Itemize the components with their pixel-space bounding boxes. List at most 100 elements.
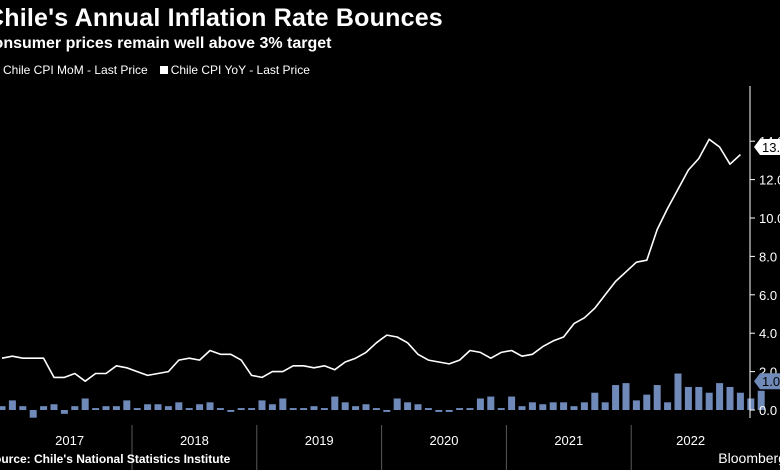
y-tick-label-12.0: 12.0 [759,173,780,188]
x-tick-label-2022: 2022 [676,433,705,448]
mom-bar [622,383,630,410]
mom-bar [352,406,360,410]
mom-bar [29,410,37,418]
yoy-last-value-tag [754,138,780,155]
mom-bar [591,392,599,410]
mom-bar [50,404,58,410]
mom-bar [383,410,391,412]
mom-bar [175,402,183,410]
x-tick-label-2018: 2018 [180,433,209,448]
yoy-last-value-tag-label: 13.7 [762,140,780,155]
mom-bar [632,400,640,410]
mom-bar [60,410,68,414]
chart-subtitle: Consumer prices remain well above 3% tar… [0,35,332,52]
mom-bar [164,406,172,410]
mom-bar [227,410,235,412]
mom-bar [497,408,505,410]
mom-bar [123,400,131,410]
x-tick-label-2021: 2021 [554,433,583,448]
mom-bar [112,406,120,410]
mom-bar [404,402,412,410]
mom-bar [320,408,328,410]
mom-bar [612,385,620,410]
mom-bar [653,385,661,410]
legend-label-yoy: Chile CPI YoY - Last Price [170,63,310,77]
mom-bar [716,383,724,410]
mom-bar [154,404,162,410]
mom-bar [185,408,193,410]
mom-bar [19,406,27,410]
mom-bar [206,402,214,410]
mom-bar [102,406,110,410]
mom-bar [487,396,495,410]
mom-bar [8,400,16,410]
mom-bar [237,408,245,410]
mom-bar [144,404,152,410]
mom-bar [341,402,349,410]
mom-bar [362,404,370,410]
mom-bar [476,398,484,410]
mom-bar [0,406,6,410]
mom-last-value-tag [754,373,780,390]
mom-bar [372,408,380,410]
bloomberg-logo: Bloomberg [718,450,780,466]
x-tick-label-2019: 2019 [305,433,334,448]
mom-bar [310,406,318,410]
mom-bar [466,408,474,410]
mom-bar [40,406,48,410]
mom-bar [664,402,672,410]
y-tick-label-4.0: 4.0 [759,326,777,341]
mom-bar [674,373,682,410]
legend: Chile CPI MoM - Last Price Chile CPI YoY… [0,63,310,77]
mom-bar [528,402,536,410]
yoy-line [1,138,741,383]
mom-bar [414,404,422,410]
mom-bar [216,408,224,410]
mom-bar [684,386,692,410]
mom-bar [580,402,588,410]
x-tick-label-2020: 2020 [430,433,459,448]
mom-bar [726,386,734,410]
legend-swatch-yoy [159,66,168,74]
mom-bar [81,398,89,410]
mom-bar [549,402,557,410]
mom-bar [71,406,79,410]
mom-bar [424,408,432,410]
y-tick-label-0.0: 0.0 [759,403,777,418]
mom-bar [331,396,339,410]
y-tick-label-6.0: 6.0 [759,288,777,303]
chart-title: Chile's Annual Inflation Rate Bounces [0,4,443,32]
y-tick-label-10.0: 10.0 [759,211,780,226]
mom-bar [456,408,464,410]
mom-bar [92,408,100,410]
mom-bar [279,398,287,410]
source-note: Source: Chile's National Statistics Inst… [0,452,231,466]
mom-bar [248,408,256,410]
mom-bar [196,404,204,410]
mom-bar [518,406,526,410]
mom-bar [435,410,443,412]
y-tick-label-8.0: 8.0 [759,249,777,264]
mom-bar [695,386,703,410]
mom-last-value-tag-label: 1.0 [762,374,780,389]
mom-bar [560,402,568,410]
mom-bar [601,402,609,410]
mom-bar [705,392,713,410]
mom-bar [133,408,141,410]
mom-bar [539,404,547,410]
mom-bar [393,398,401,410]
mom-bar [508,396,516,410]
x-tick-label-2017: 2017 [55,433,84,448]
legend-item-mom: Chile CPI MoM - Last Price [0,63,148,77]
mom-bar [570,406,578,410]
legend-label-mom: Chile CPI MoM - Last Price [3,63,148,77]
mom-bar [747,398,755,410]
legend-item-yoy: Chile CPI YoY - Last Price [159,63,310,77]
mom-bar [757,390,765,410]
mom-bar [289,408,297,410]
mom-bar [258,400,266,410]
mom-bar [300,408,308,410]
mom-bar [736,392,744,410]
mom-bar [445,410,453,412]
